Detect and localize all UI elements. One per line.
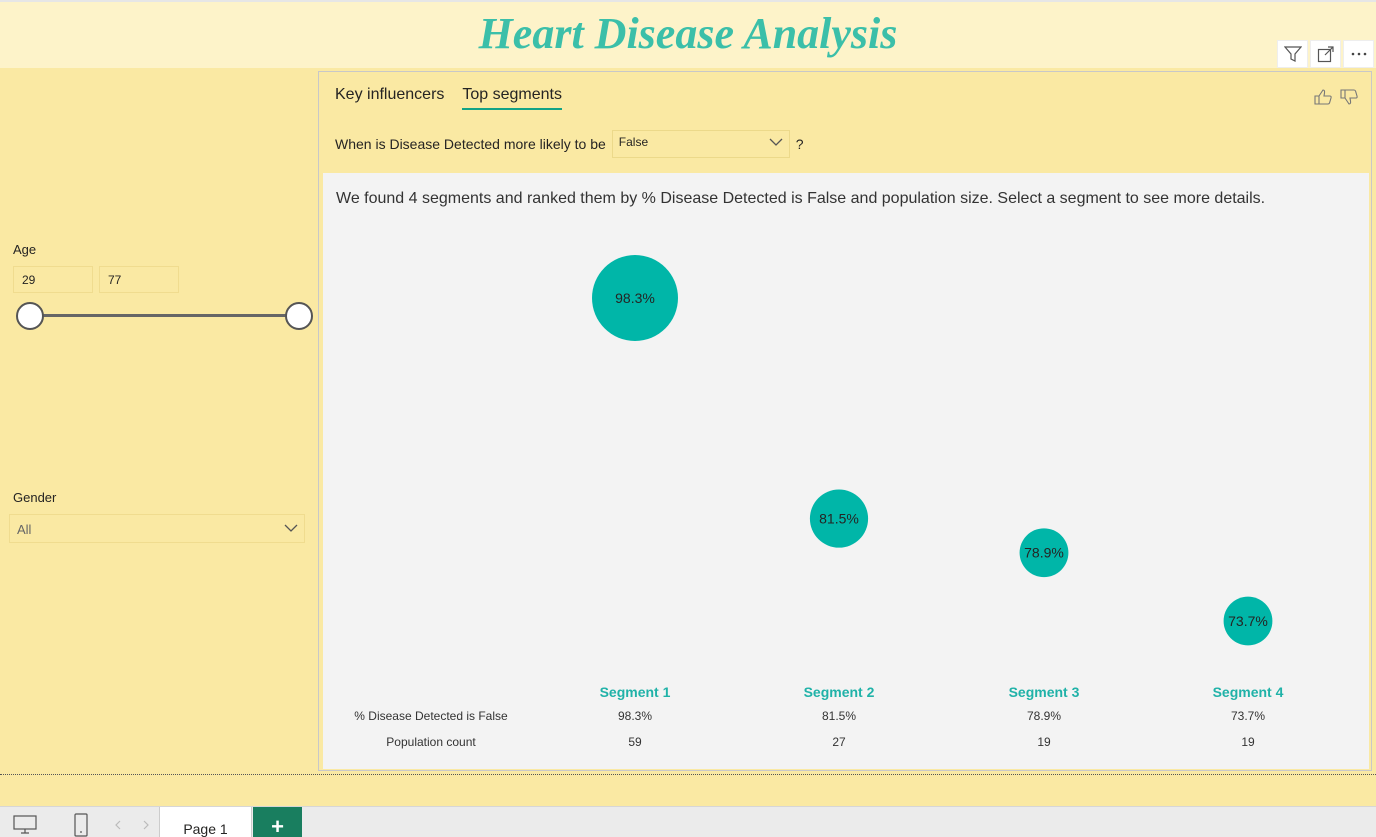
mobile-view-icon[interactable]	[72, 813, 90, 837]
thumbs-up-icon[interactable]	[1313, 88, 1333, 106]
question-mark: ?	[795, 136, 804, 152]
visual-tabs: Key influencers Top segments	[335, 86, 562, 110]
age-slider-track[interactable]	[29, 314, 298, 317]
report-title-bar: Heart Disease Analysis	[0, 0, 1376, 68]
segments-panel: We found 4 segments and ranked them by %…	[323, 173, 1369, 769]
segment-percent-cell: 73.7%	[1231, 709, 1265, 723]
desktop-view-icon[interactable]	[12, 813, 38, 835]
segment-percent-cell: 98.3%	[618, 709, 652, 723]
segment-header[interactable]: Segment 3	[1009, 684, 1080, 700]
segment-population-cell: 27	[832, 735, 846, 749]
segment-bubble[interactable]	[809, 489, 869, 548]
slicer-panel: Age 29 77 Gender All	[0, 68, 316, 774]
add-page-button[interactable]: +	[253, 807, 302, 837]
focus-mode-icon[interactable]	[1310, 40, 1341, 68]
thumbs-down-icon[interactable]	[1339, 88, 1359, 106]
segment-population-cell: 19	[1241, 735, 1255, 749]
segment-header[interactable]: Segment 2	[804, 684, 875, 700]
key-influencers-visual: Key influencers Top segments When is Dis…	[318, 71, 1372, 771]
segment-bubble-label: 98.3%	[615, 290, 655, 306]
age-max-input[interactable]: 77	[99, 266, 179, 293]
outcome-dropdown-value: False	[618, 135, 649, 149]
segment-percent-cell: 78.9%	[1027, 709, 1061, 723]
segment-bubble-label: 73.7%	[1228, 613, 1268, 629]
age-min-input[interactable]: 29	[13, 266, 93, 293]
question-prefix: When is Disease Detected more likely to …	[335, 136, 606, 152]
row-label-percent: % Disease Detected is False	[354, 709, 508, 723]
chevron-down-icon	[284, 524, 298, 532]
segment-bubble[interactable]	[1223, 596, 1273, 646]
segment-population-cell: 59	[628, 735, 642, 749]
segment-bubble-label: 81.5%	[819, 511, 859, 527]
previous-page-icon[interactable]	[112, 819, 124, 831]
segment-bubble[interactable]	[1019, 528, 1069, 578]
segment-header[interactable]: Segment 1	[600, 684, 671, 700]
report-title: Heart Disease Analysis	[478, 9, 898, 58]
status-bar: Page 1 +	[0, 806, 1376, 837]
filter-icon[interactable]	[1277, 40, 1308, 68]
gender-dropdown-value: All	[17, 522, 32, 537]
feedback-buttons	[1313, 88, 1359, 106]
next-page-icon[interactable]	[140, 819, 152, 831]
segment-bubble[interactable]	[592, 255, 678, 341]
segments-summary: We found 4 segments and ranked them by %…	[336, 190, 1266, 207]
tab-page-1[interactable]: Page 1	[159, 807, 252, 837]
age-slicer-label: Age	[13, 242, 37, 257]
tab-top-segments[interactable]: Top segments	[462, 86, 562, 110]
segment-population-cell: 19	[1037, 735, 1051, 749]
segment-percent-cell: 81.5%	[822, 709, 856, 723]
visual-header	[1277, 40, 1374, 68]
age-slider-min-handle[interactable]	[16, 302, 44, 330]
more-options-icon[interactable]	[1343, 40, 1374, 68]
outcome-dropdown[interactable]: False	[611, 130, 790, 158]
tab-key-influencers[interactable]: Key influencers	[335, 86, 445, 103]
question-row: When is Disease Detected more likely to …	[335, 130, 804, 158]
segments-chart: 98.3% Segment 1 98.3% 59 81.5% Segment 2 81.5%…	[354, 255, 1284, 749]
chevron-down-icon	[769, 138, 783, 146]
age-slider-max-handle[interactable]	[285, 302, 313, 330]
page-boundary	[0, 774, 1376, 775]
gender-slicer-label: Gender	[13, 490, 57, 505]
gender-dropdown[interactable]: All	[9, 514, 305, 543]
segment-bubble-label: 78.9%	[1024, 545, 1064, 561]
segment-header[interactable]: Segment 4	[1213, 684, 1284, 700]
row-label-population: Population count	[386, 735, 476, 749]
